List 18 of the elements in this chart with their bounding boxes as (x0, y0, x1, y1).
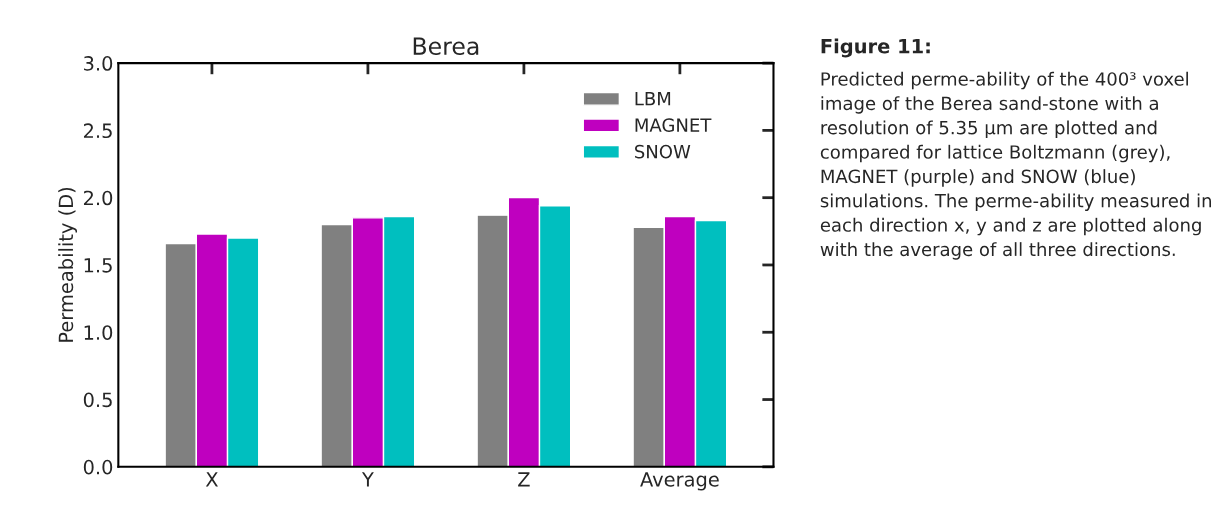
x-tick-label: Y (361, 472, 374, 487)
x-tick-label: X (205, 472, 218, 487)
caption: Figure 11: (821, 38, 930, 58)
y-tick-label: 2.0 (83, 190, 113, 206)
y-tick-label: 3.0 (84, 56, 113, 71)
legend-label: SNOW (635, 144, 691, 159)
text: Predicted perme-ability of the 400³ voxel image of the Berea sand-stone with a resolution of 5.35 μm are plotted and compared for lattice Boltzmann (grey), MAGNET (purple) and SNOW (blue) simulations. The perme-ability measured in each direction x, y and z are plotted along with the average of all three directions. (820, 71, 1211, 260)
chart-title: Berea (413, 37, 479, 56)
x-tick-label: Z (518, 472, 530, 487)
y-axis-title: Permeability (D) (58, 187, 77, 342)
legend-label: LBM (635, 92, 671, 106)
x-tick-label: Average (640, 472, 719, 491)
y-tick-label: 0.5 (83, 392, 112, 408)
legend-label: MAGNET (635, 118, 712, 132)
y-tick-label: 1.0 (84, 325, 113, 340)
y-tick-label: 0.0 (83, 459, 113, 475)
y-tick-label: 2.5 (83, 123, 112, 139)
y-tick-label: 1.5 (84, 258, 112, 273)
